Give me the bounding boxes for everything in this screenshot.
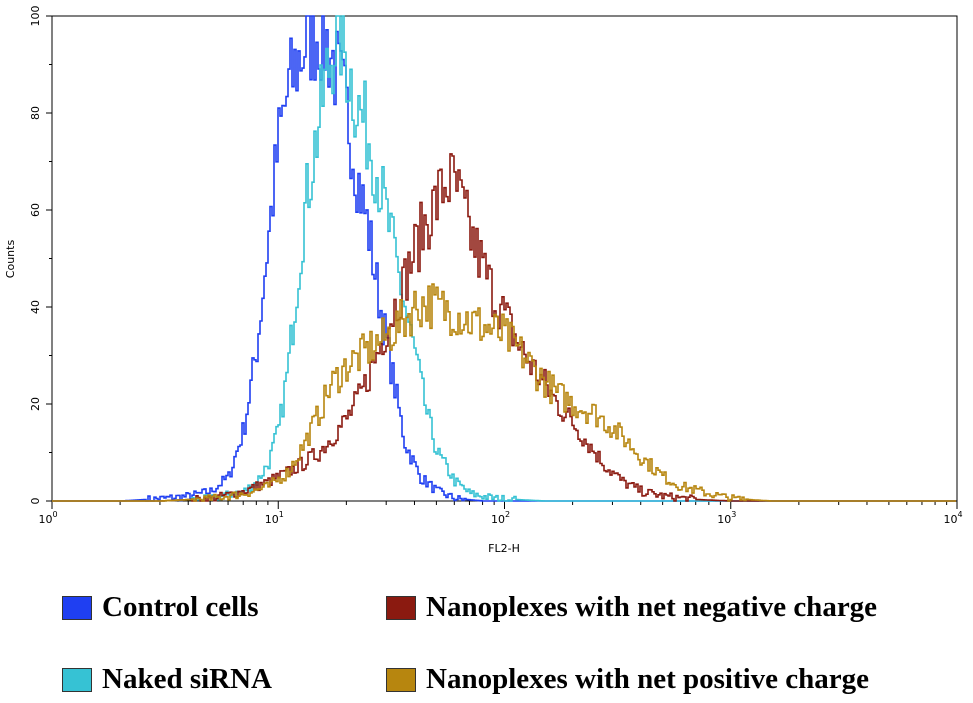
y-tick-label: 40 bbox=[29, 300, 42, 314]
tick-labels: 100 101 102 103 104 0 20 40 60 80 100 bbox=[29, 6, 963, 527]
legend-label-naked-sirna: Naked siRNA bbox=[102, 663, 272, 695]
chart-legend: Control cells Naked siRNA Nanoplexes wit… bbox=[0, 575, 973, 703]
legend-swatch-naked-sirna bbox=[62, 667, 92, 692]
x-tick-label: 101 bbox=[265, 510, 284, 526]
x-tick-label: 102 bbox=[491, 510, 510, 526]
y-tick-label: 0 bbox=[29, 498, 42, 505]
legend-label-nanoplexes-negative: Nanoplexes with net negative charge bbox=[426, 591, 878, 623]
legend-swatch-nanoplexes-negative bbox=[386, 595, 416, 620]
y-tick-label: 100 bbox=[29, 6, 42, 27]
series-line-3 bbox=[52, 283, 956, 502]
legend-item-control-cells: Control cells bbox=[62, 591, 259, 624]
x-tick-label: 104 bbox=[943, 510, 962, 526]
x-tick-label: 103 bbox=[717, 510, 736, 526]
histogram-chart: 100 101 102 103 104 0 20 40 60 80 100 FL2-H Counts bbox=[4, 6, 963, 556]
y-tick-label: 20 bbox=[29, 397, 42, 411]
y-axis-title: Counts bbox=[4, 240, 17, 279]
y-tick-label: 60 bbox=[29, 203, 42, 217]
legend-item-nanoplexes-positive: Nanoplexes with net positive charge bbox=[386, 663, 869, 696]
legend-swatch-control-cells bbox=[62, 595, 92, 620]
legend-swatch-nanoplexes-positive bbox=[386, 667, 416, 692]
legend-item-naked-sirna: Naked siRNA bbox=[62, 663, 272, 696]
legend-label-control-cells: Control cells bbox=[102, 591, 259, 623]
legend-item-nanoplexes-negative: Nanoplexes with net negative charge bbox=[386, 591, 877, 624]
series-layer bbox=[52, 15, 956, 502]
x-axis-title: FL2-H bbox=[488, 542, 520, 555]
y-tick-label: 80 bbox=[29, 106, 42, 120]
series-line-2 bbox=[52, 153, 956, 502]
legend-label-nanoplexes-positive: Nanoplexes with net positive charge bbox=[426, 663, 870, 695]
x-tick-label: 100 bbox=[38, 510, 57, 526]
plot-area bbox=[51, 15, 958, 502]
axis-ticks bbox=[46, 15, 958, 509]
